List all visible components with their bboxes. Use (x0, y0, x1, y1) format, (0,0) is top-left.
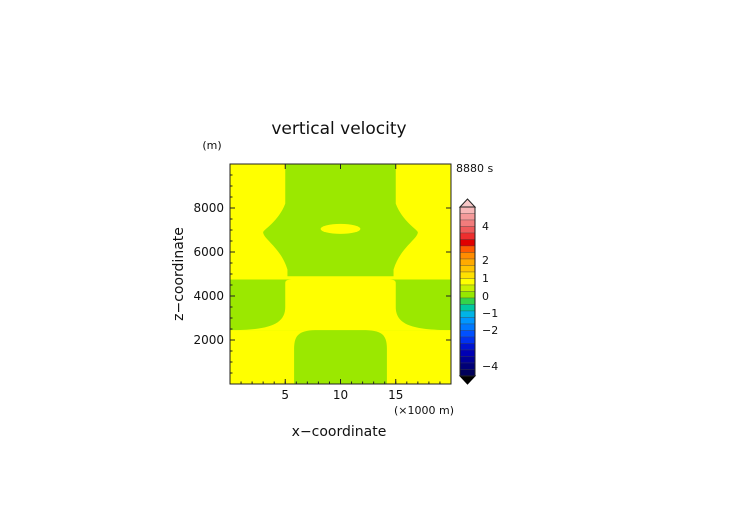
lower-negative-region (294, 330, 387, 384)
colorbar-swatch (459, 232, 476, 240)
colorbar-tick-label: 2 (482, 254, 489, 267)
colorbar-swatch (459, 317, 476, 325)
colorbar-swatch (459, 297, 476, 305)
colorbar-swatch (459, 343, 476, 351)
y-axis-label: z−coordinate (171, 227, 187, 321)
heatmap-field (229, 163, 452, 385)
colorbar-swatch (459, 265, 476, 273)
colorbar-swatch (459, 245, 476, 253)
colorbar-swatch (459, 356, 476, 364)
colorbar-swatch (459, 336, 476, 344)
colorbar-swatch (459, 206, 476, 214)
x-unit-label: (×1000 m) (394, 404, 454, 417)
colorbar-tick-label: 1 (482, 272, 489, 285)
colorbar-swatch (459, 278, 476, 286)
y-unit-label: (m) (202, 139, 221, 152)
axes: 5 10 15 2000 4000 6000 8000 (193, 164, 451, 402)
colorbar-swatch (459, 271, 476, 279)
colorbar-tick-label: −1 (482, 307, 498, 320)
colorbar-swatch (459, 362, 476, 370)
x-axis-label: x−coordinate (292, 424, 387, 440)
y-tick-label: 2000 (193, 333, 224, 347)
colorbar-swatch (459, 213, 476, 221)
colorbar-swatch (459, 369, 476, 377)
x-tick-label: 5 (281, 388, 289, 402)
colorbar-swatch (459, 304, 476, 312)
chart-title: vertical velocity (271, 119, 406, 139)
colorbar-swatch (459, 291, 476, 299)
colorbar-swatch (459, 330, 476, 338)
colorbar-swatch (459, 349, 476, 357)
time-label: 8880 s (456, 162, 493, 175)
colorbar-extend-top (458, 198, 477, 208)
colorbar-tick-label: −4 (482, 360, 498, 373)
colorbar-tick-label: 0 (482, 290, 489, 303)
colorbar-swatch (459, 284, 476, 292)
colorbar-tick-label: −2 (482, 324, 498, 337)
colorbar-swatch (459, 252, 476, 260)
colorbar-swatch (459, 310, 476, 318)
positive-oval (320, 223, 361, 234)
colorbar-extend-bottom (458, 375, 477, 385)
central-positive-bulge (230, 279, 451, 331)
colorbar-swatch (459, 258, 476, 266)
colorbar-swatch (459, 323, 476, 331)
colorbar: 4 2 1 0 −1 −2 −4 (458, 198, 498, 385)
y-tick-label: 8000 (193, 201, 224, 215)
colorbar-swatch (459, 226, 476, 234)
y-tick-label: 6000 (193, 245, 224, 259)
colorbar-tick-label: 4 (482, 220, 489, 233)
x-tick-label: 15 (388, 388, 403, 402)
colorbar-frame (459, 206, 476, 377)
upper-negative-region (263, 164, 418, 277)
y-tick-label: 4000 (193, 289, 224, 303)
colorbar-swatch (459, 239, 476, 247)
colorbar-swatch (459, 219, 476, 227)
x-tick-label: 10 (333, 388, 348, 402)
